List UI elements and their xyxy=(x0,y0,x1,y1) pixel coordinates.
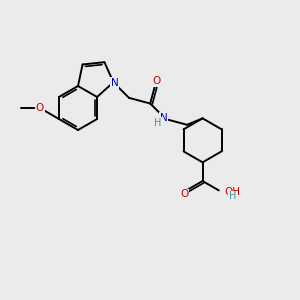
Text: O: O xyxy=(36,103,44,113)
Text: H: H xyxy=(154,118,161,128)
Text: O: O xyxy=(180,189,188,200)
Text: O: O xyxy=(152,76,160,86)
Text: N: N xyxy=(110,78,118,88)
Text: H: H xyxy=(229,191,236,201)
Text: OH: OH xyxy=(225,188,241,197)
Text: N: N xyxy=(160,113,168,123)
